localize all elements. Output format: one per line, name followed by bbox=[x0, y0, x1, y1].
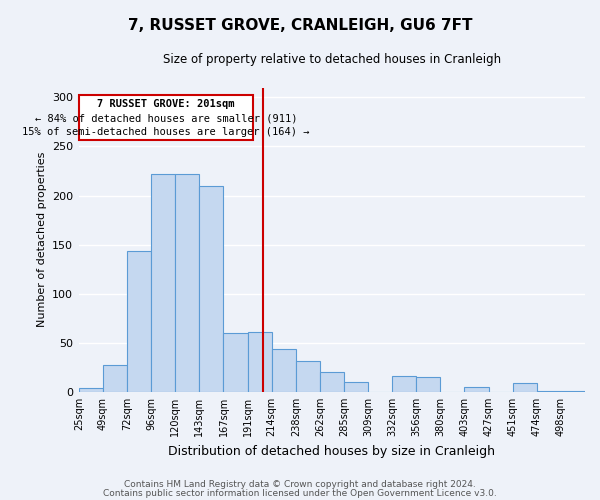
X-axis label: Distribution of detached houses by size in Cranleigh: Distribution of detached houses by size … bbox=[169, 444, 496, 458]
Bar bbox=[199, 186, 223, 392]
Bar bbox=[248, 332, 272, 392]
Bar bbox=[127, 252, 151, 392]
Bar bbox=[464, 387, 488, 392]
Text: Contains public sector information licensed under the Open Government Licence v3: Contains public sector information licen… bbox=[103, 489, 497, 498]
Bar bbox=[392, 376, 416, 392]
Bar bbox=[344, 382, 368, 392]
Bar bbox=[416, 377, 440, 392]
Bar bbox=[151, 174, 175, 392]
Bar bbox=[320, 372, 344, 392]
Bar bbox=[223, 333, 248, 392]
Bar bbox=[537, 391, 561, 392]
Bar bbox=[103, 366, 127, 392]
FancyBboxPatch shape bbox=[79, 96, 253, 140]
Bar bbox=[512, 383, 537, 392]
Y-axis label: Number of detached properties: Number of detached properties bbox=[37, 152, 47, 328]
Text: 7 RUSSET GROVE: 201sqm: 7 RUSSET GROVE: 201sqm bbox=[97, 100, 235, 110]
Bar bbox=[175, 174, 199, 392]
Title: Size of property relative to detached houses in Cranleigh: Size of property relative to detached ho… bbox=[163, 52, 501, 66]
Text: 7, RUSSET GROVE, CRANLEIGH, GU6 7FT: 7, RUSSET GROVE, CRANLEIGH, GU6 7FT bbox=[128, 18, 472, 32]
Bar bbox=[561, 391, 585, 392]
Bar bbox=[272, 348, 296, 392]
Text: 15% of semi-detached houses are larger (164) →: 15% of semi-detached houses are larger (… bbox=[22, 127, 310, 137]
Text: ← 84% of detached houses are smaller (911): ← 84% of detached houses are smaller (91… bbox=[35, 113, 297, 123]
Bar bbox=[296, 362, 320, 392]
Bar bbox=[79, 388, 103, 392]
Text: Contains HM Land Registry data © Crown copyright and database right 2024.: Contains HM Land Registry data © Crown c… bbox=[124, 480, 476, 489]
